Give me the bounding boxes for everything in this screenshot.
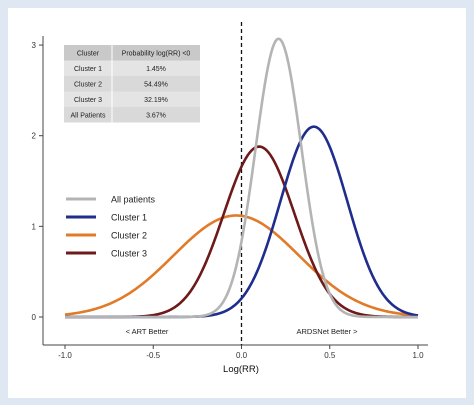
table-cell: All Patients: [70, 112, 106, 119]
x-tick-label: -1.0: [58, 351, 72, 360]
curve-all-patients: [65, 37, 418, 319]
table-cell: 3.67%: [146, 112, 166, 119]
table-cell: Cluster: [77, 50, 100, 57]
y-tick-label: 1: [32, 222, 37, 231]
y-tick-label: 2: [32, 132, 37, 141]
y-tick-label: 0: [32, 313, 37, 322]
density-chart: 0 1 2 3 -1.0 -0.5 0.0 0.5 1.0 < ART Better ARDS…: [32, 22, 428, 375]
x-ticks: -1.0 -0.5 0.0 0.5 1.0: [58, 345, 424, 360]
legend-label: Cluster 1: [111, 213, 147, 223]
y-ticks: 0 1 2 3: [32, 41, 43, 322]
table-cell: Cluster 2: [74, 81, 102, 88]
x-axis-title: Log(RR): [223, 364, 259, 375]
table-cell: Cluster 3: [74, 97, 102, 104]
table-row: [64, 60, 200, 76]
legend-label: All patients: [111, 195, 156, 205]
ardsnet-better-label: ARDSNet Better >: [296, 327, 358, 336]
table-cell: 32.19%: [144, 97, 168, 104]
table-header-row: [64, 45, 200, 61]
table-row: [64, 107, 200, 123]
x-tick-label: -0.5: [146, 351, 160, 360]
x-tick-label: 1.0: [412, 351, 424, 360]
art-better-label: < ART Better: [126, 327, 169, 336]
curve-cluster-2: [64, 214, 419, 317]
x-tick-label: 0.0: [236, 351, 248, 360]
chart-panel: 0 1 2 3 -1.0 -0.5 0.0 0.5 1.0 < ART Better ARDS…: [8, 8, 466, 398]
legend: All patients Cluster 1 Cluster 2 Cluster 3: [66, 195, 156, 259]
probability-table: Cluster Probability log(RR) <0 Cluster 1 1.…: [64, 45, 200, 123]
table-row: [64, 91, 200, 107]
density-curves: [64, 37, 419, 319]
legend-label: Cluster 3: [111, 249, 147, 259]
table-cell: Cluster 1: [74, 66, 102, 73]
y-tick-label: 3: [32, 41, 37, 50]
legend-label: Cluster 2: [111, 231, 147, 241]
table-cell: Probability log(RR) <0: [122, 50, 191, 57]
table-cell: 1.45%: [146, 66, 166, 73]
x-tick-label: 0.5: [324, 351, 336, 360]
table-row: [64, 76, 200, 92]
table-cell: 54.49%: [144, 81, 168, 88]
